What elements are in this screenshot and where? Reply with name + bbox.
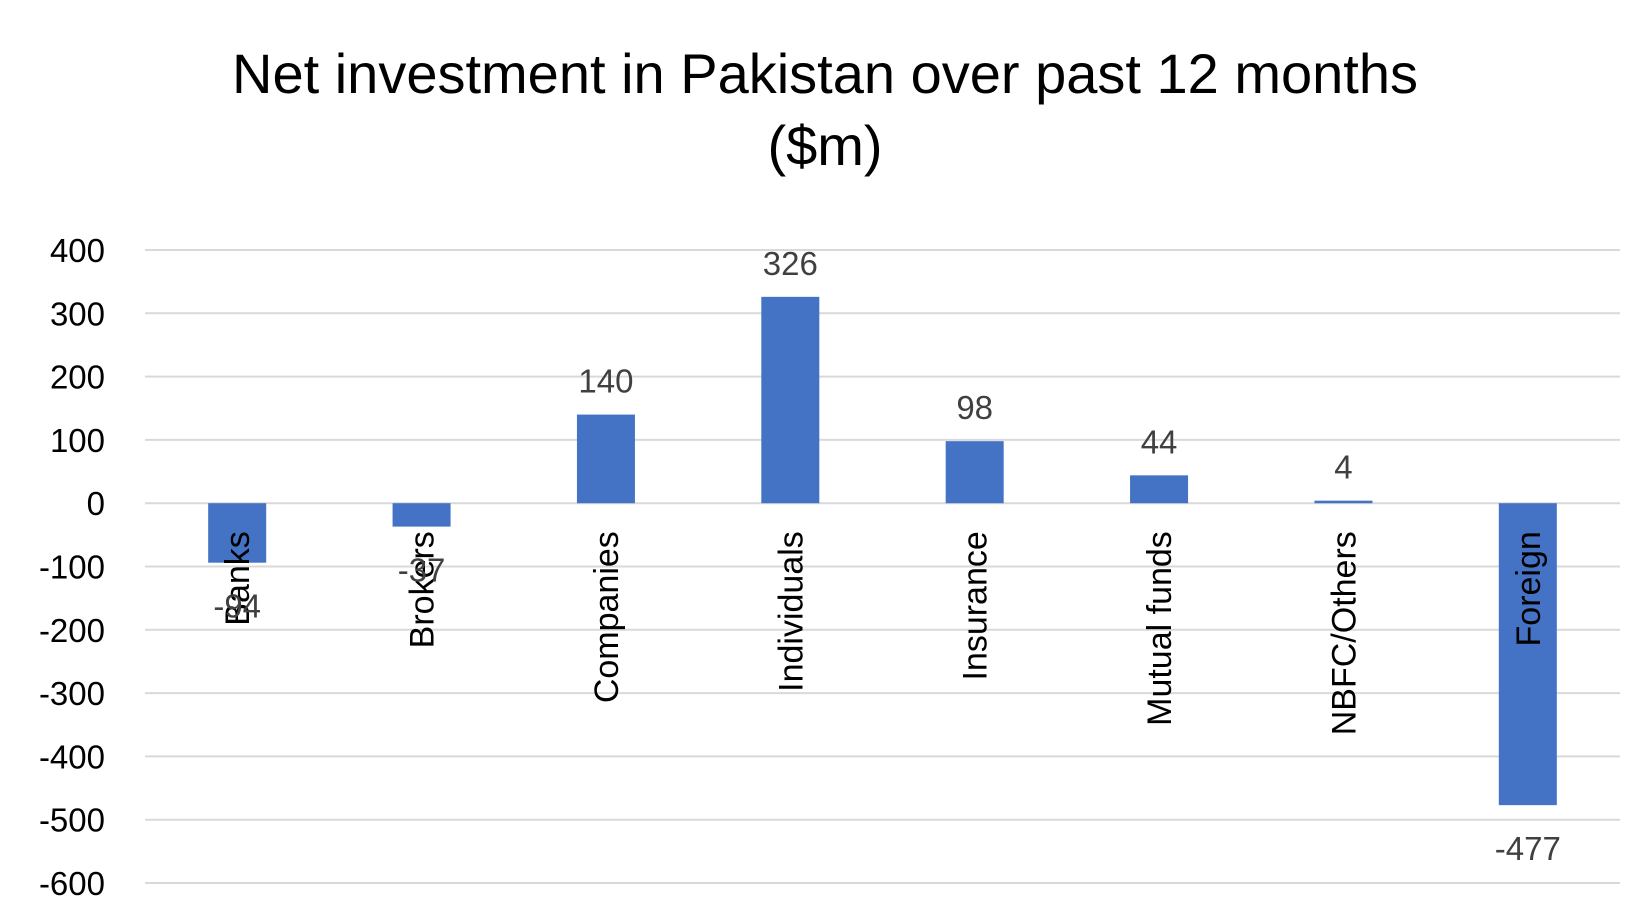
data-label: 98 [956,389,993,426]
data-label: 44 [1141,423,1178,460]
data-label: -94 [213,588,261,625]
y-tick-label: -100 [39,549,105,586]
y-tick-label: 200 [50,359,105,396]
bar-banks [208,503,267,563]
data-label: -37 [398,552,446,589]
y-tick-label: 400 [50,232,105,269]
y-tick-label: 0 [87,485,105,522]
bar-foreign [1498,503,1557,806]
chart-title: Net investment in Pakistan over past 12 … [0,38,1650,182]
y-tick-label: -200 [39,612,105,649]
y-tick-label: 300 [50,295,105,332]
bars [208,296,1557,806]
category-label: NBFC/Others [1325,531,1363,735]
bar-mutual-funds [1130,475,1189,504]
category-label: Brokers [404,531,442,648]
chart-title-line-2: ($m) [767,114,883,177]
y-tick-label: 100 [50,422,105,459]
data-label: -477 [1495,830,1561,867]
data-label: 140 [578,363,633,400]
y-tick-label: -400 [39,738,105,775]
gridlines [145,249,1620,884]
bar-brokers [392,503,451,527]
category-label: Insurance [957,531,995,680]
y-tick-label: -500 [39,802,105,839]
bar-individuals [761,296,820,504]
y-axis-tick-labels: 400 300 200 100 0 -100 -200 -300 -400 -500 -600 [39,232,105,902]
category-label: Foreign [1510,531,1548,646]
y-tick-label: -600 [39,865,105,902]
category-label: Banks [219,531,257,626]
bar-companies [576,414,635,504]
category-label: Mutual funds [1141,531,1179,726]
category-label: Individuals [772,531,810,692]
bar-insurance [945,441,1004,504]
category-label: Companies [588,531,626,703]
data-label: 4 [1334,449,1352,486]
bar-nbfc-others [1314,500,1373,504]
chart-title-line-1: Net investment in Pakistan over past 12 … [232,42,1418,105]
data-label: 326 [763,245,818,282]
category-labels: Banks Brokers Companies Individuals Insuranc… [219,531,1548,735]
y-tick-label: -300 [39,675,105,712]
